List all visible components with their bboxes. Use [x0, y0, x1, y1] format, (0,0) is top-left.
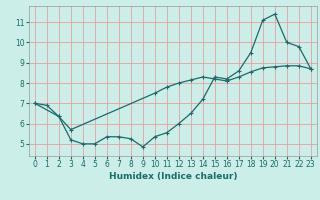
- X-axis label: Humidex (Indice chaleur): Humidex (Indice chaleur): [108, 172, 237, 181]
